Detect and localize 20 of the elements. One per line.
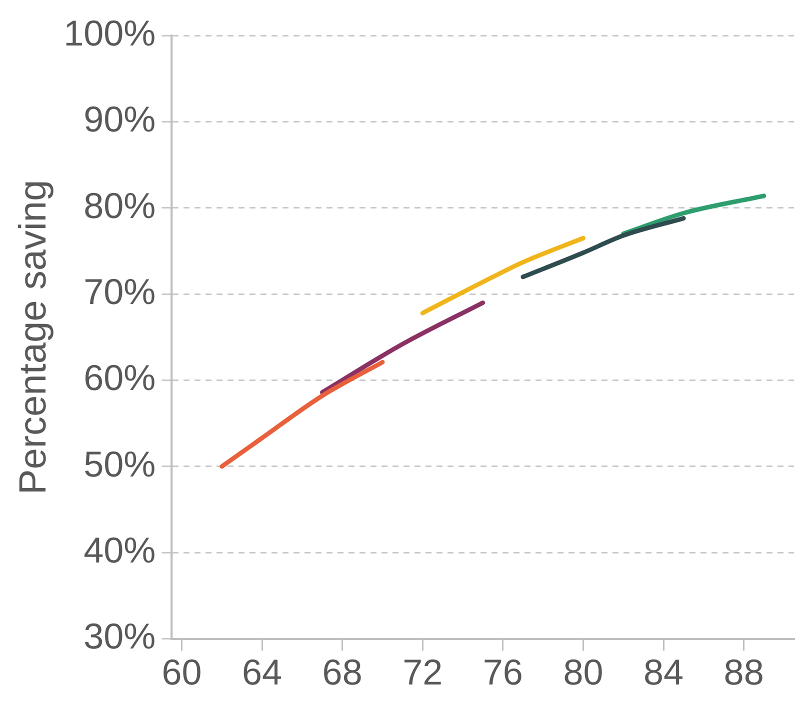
y-tick-label: 80% [84, 184, 156, 226]
x-tick-label: 76 [482, 651, 523, 692]
y-tick-label: 30% [84, 616, 156, 657]
line-series [520, 216, 686, 280]
y-tick-label: 70% [84, 271, 156, 312]
line-series [420, 236, 586, 316]
x-tick-label: 60 [162, 651, 202, 692]
y-tick-label: 40% [84, 530, 156, 571]
y-tick-label: 90% [84, 98, 156, 140]
x-tick-label: 68 [322, 651, 362, 692]
x-tick-label: 64 [242, 651, 282, 692]
y-tick-label: 50% [84, 443, 156, 484]
x-tick-label: 88 [724, 651, 764, 692]
x-tick-label: 84 [643, 651, 684, 692]
y-tick-label: 100% [64, 12, 156, 54]
x-tick-label: 72 [402, 651, 443, 692]
y-tick-label: 60% [84, 357, 156, 398]
line-series [220, 360, 385, 469]
y-axis-title: Percentage saving [12, 180, 54, 495]
x-tick-label: 80 [563, 651, 604, 692]
